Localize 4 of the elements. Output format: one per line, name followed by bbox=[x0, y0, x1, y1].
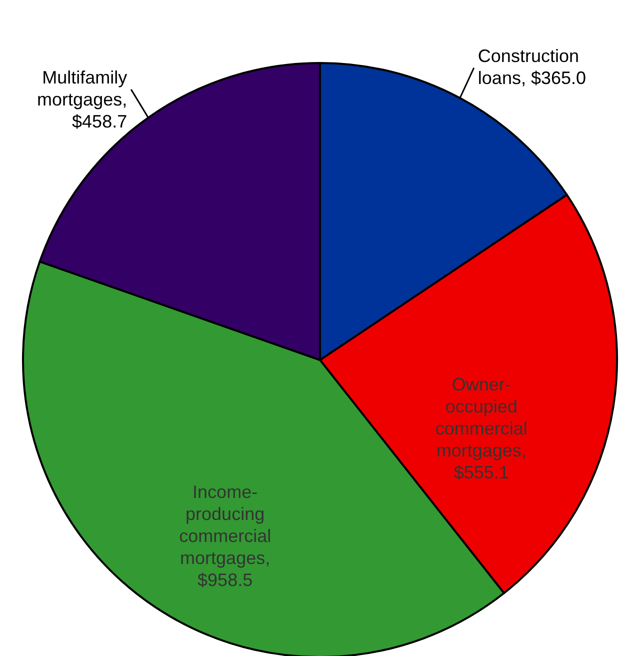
slice-label: Income-producing commercial mortgages, $958.5 bbox=[179, 482, 272, 590]
slice-label: Owner-occupied commercial mortgages, $555.1 bbox=[435, 374, 528, 482]
slice-label: Multifamily mortgages, $458.7 bbox=[37, 67, 128, 132]
slice-label: Construction loans, $365.0 bbox=[478, 46, 586, 88]
